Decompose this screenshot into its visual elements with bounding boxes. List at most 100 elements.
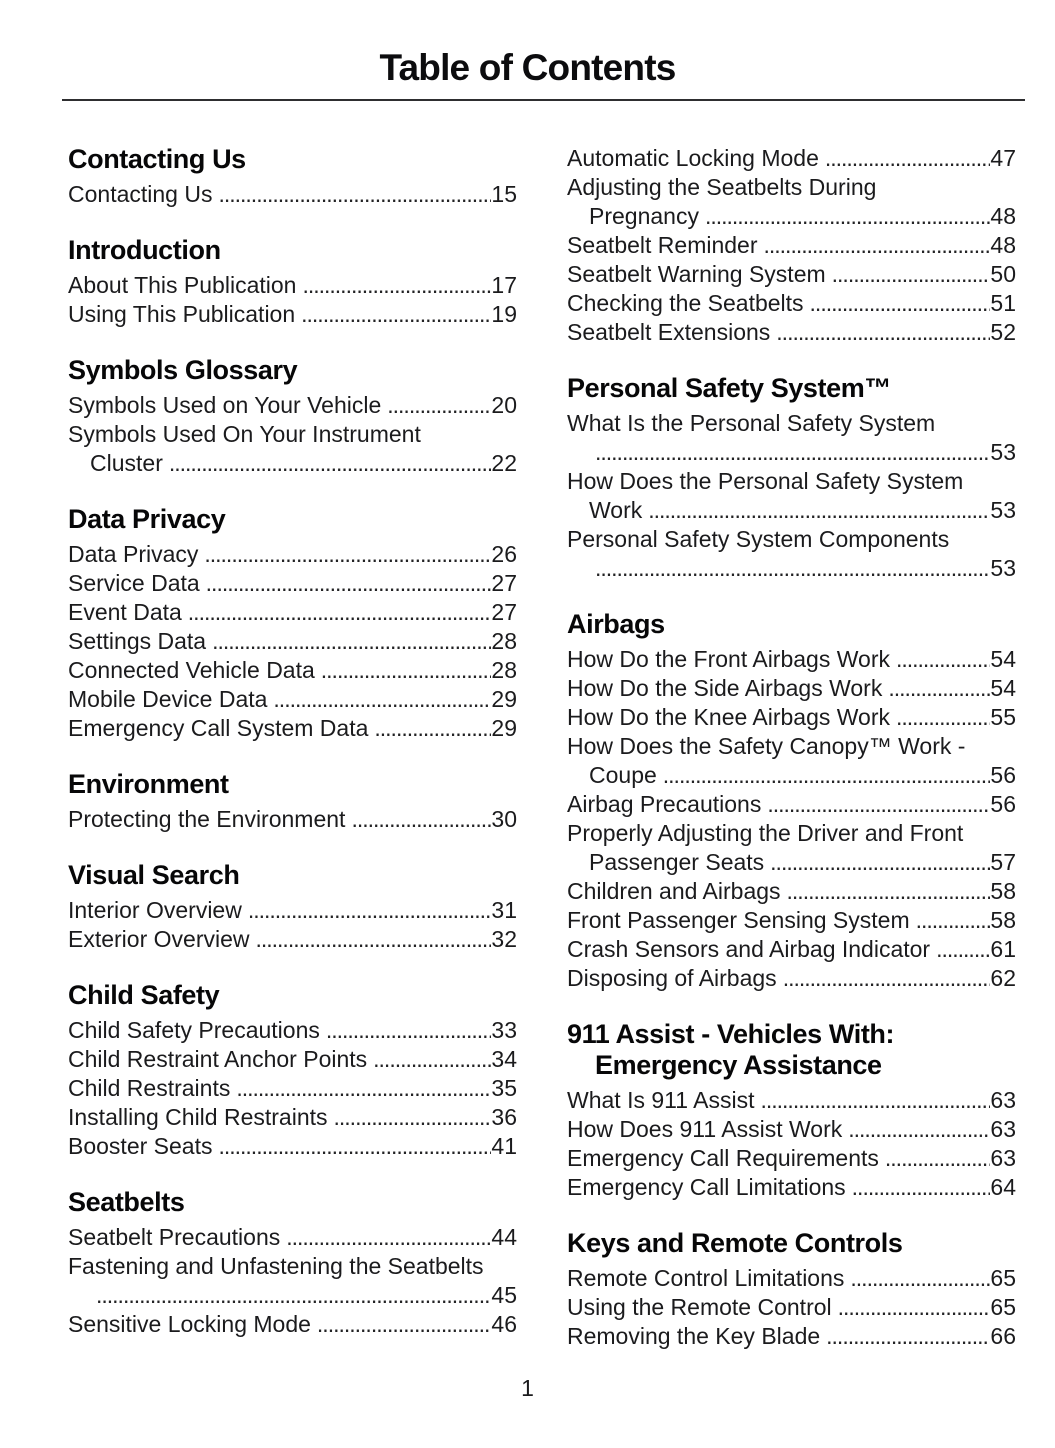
section-heading-line: Contacting Us: [68, 144, 246, 174]
entry-title: Child Restraints: [68, 1075, 231, 1101]
section-heading: Introduction: [68, 235, 517, 266]
dot-leader: ........................................…: [850, 1265, 991, 1291]
entry-page-number: 51: [990, 290, 1016, 316]
entry-page-number: 34: [491, 1046, 517, 1072]
toc-entry-line: Fastening and Unfastening the Seatbelts: [68, 1252, 517, 1281]
toc-section: Personal Safety System™ What Is the Perso…: [567, 373, 1016, 583]
dot-leader: ........................................…: [824, 145, 991, 171]
entry-title: Symbols Used on Your Vehicle: [68, 392, 382, 418]
entry-page-number: 63: [990, 1145, 1016, 1171]
dot-leader: ........................................…: [286, 1224, 492, 1250]
entry-page-number: 63: [990, 1116, 1016, 1142]
entry-title: Crash Sensors and Airbag Indicator: [567, 936, 931, 962]
entry-title: Data Privacy: [68, 541, 199, 567]
toc-entry-line: Child Safety Precautions................…: [68, 1016, 517, 1045]
entry-title: Disposing of Airbags: [567, 965, 777, 991]
toc-entry-line: Crash Sensors and Airbag Indicator......…: [567, 935, 1016, 964]
toc-entry-line: Adjusting the Seatbelts During: [567, 173, 1016, 202]
entry-page-number: 66: [990, 1323, 1016, 1349]
dot-leader: ........................................…: [218, 1133, 492, 1159]
toc-entry-line: Work....................................…: [567, 496, 1016, 525]
dot-leader: ........................................…: [851, 1174, 991, 1200]
toc-entry-line: Interior Overview.......................…: [68, 896, 517, 925]
entry-title: How Do the Front Airbags Work: [567, 646, 890, 672]
section-heading-line: Data Privacy: [68, 504, 226, 534]
section-heading: Child Safety: [68, 980, 517, 1011]
toc-section: Symbols Glossary Symbols Used on Your Veh…: [68, 355, 517, 478]
toc-entry-line: Mobile Device Data......................…: [68, 685, 517, 714]
toc-entry-line: Emergency Call Requirements.............…: [567, 1144, 1016, 1173]
entry-title: Fastening and Unfastening the Seatbelts: [68, 1253, 484, 1279]
entry-page-number: 53: [990, 497, 1016, 523]
section-heading-line: Introduction: [68, 235, 221, 265]
section-heading-line: 911 Assist - Vehicles With:: [567, 1019, 895, 1049]
toc-entry-line: How Do the Knee Airbags Work............…: [567, 703, 1016, 732]
entry-title: Passenger Seats: [589, 849, 765, 875]
toc-entry-line: Seatbelt Extensions.....................…: [567, 318, 1016, 347]
entry-title: Emergency Call System Data: [68, 715, 369, 741]
entry-title: Child Safety Precautions: [68, 1017, 320, 1043]
dot-leader: ........................................…: [662, 762, 991, 788]
dot-leader: ........................................…: [96, 1282, 491, 1308]
entry-title: How Does 911 Assist Work: [567, 1116, 843, 1142]
dot-leader: ........................................…: [320, 657, 492, 683]
dot-leader: ........................................…: [373, 1046, 492, 1072]
entry-page-number: 30: [491, 806, 517, 832]
section-heading-line: Airbags: [567, 609, 665, 639]
section-heading-line: Child Safety: [68, 980, 220, 1010]
entry-page-number: 26: [491, 541, 517, 567]
entry-title: Exterior Overview: [68, 926, 250, 952]
entry-page-number: 20: [491, 392, 517, 418]
entry-page-number: 57: [990, 849, 1016, 875]
dot-leader: ........................................…: [648, 497, 990, 523]
toc-section: Visual Search Interior Overview..........…: [68, 860, 517, 954]
entry-page-number: 53: [990, 555, 1016, 581]
entry-title: How Does the Personal Safety System: [567, 468, 964, 494]
dot-leader: ........................................…: [204, 541, 492, 567]
dot-leader: ........................................…: [247, 897, 492, 923]
dot-leader: ........................................…: [896, 704, 990, 730]
toc-body: Contacting Us Contacting Us..............…: [0, 144, 1055, 1351]
dot-leader: ........................................…: [760, 1087, 990, 1113]
entry-page-number: 22: [491, 450, 517, 476]
section-heading: Keys and Remote Controls: [567, 1228, 1016, 1259]
entry-page-number: 50: [990, 261, 1016, 287]
toc-section: Automatic Locking Mode..................…: [567, 144, 1016, 347]
toc-entry-line: Using This Publication..................…: [68, 300, 517, 329]
toc-entry-line: Service Data............................…: [68, 569, 517, 598]
toc-entry-line: Connected Vehicle Data..................…: [68, 656, 517, 685]
section-heading: Seatbelts: [68, 1187, 517, 1218]
section-heading-line: Seatbelts: [68, 1187, 185, 1217]
entry-title: How Do the Knee Airbags Work: [567, 704, 891, 730]
entry-title: Contacting Us: [68, 181, 213, 207]
entry-title: What Is the Personal Safety System: [567, 410, 936, 436]
dot-leader: ........................................…: [776, 319, 991, 345]
entry-page-number: 17: [491, 272, 517, 298]
dot-leader: ........................................…: [770, 849, 991, 875]
entry-page-number: 48: [990, 203, 1016, 229]
section-heading-line: Visual Search: [68, 860, 240, 890]
entry-page-number: 46: [491, 1311, 517, 1337]
toc-entry-line: Pregnancy...............................…: [567, 202, 1016, 231]
toc-section: Child Safety Child Safety Precautions....…: [68, 980, 517, 1161]
entry-page-number: 58: [990, 907, 1016, 933]
entry-page-number: 64: [990, 1174, 1016, 1200]
toc-section: Keys and Remote Controls Remote Control L…: [567, 1228, 1016, 1351]
dot-leader: ........................................…: [704, 203, 991, 229]
dot-leader: ........................................…: [809, 290, 991, 316]
entry-page-number: 45: [491, 1282, 517, 1308]
toc-entry-line: Airbag Precautions......................…: [567, 790, 1016, 819]
toc-section: 911 Assist - Vehicles With: Emergency Ass…: [567, 1019, 1016, 1202]
section-heading-line: Keys and Remote Controls: [567, 1228, 903, 1258]
entry-page-number: 32: [491, 926, 517, 952]
entry-page-number: 61: [990, 936, 1016, 962]
section-heading-line: Personal Safety System™: [567, 373, 891, 403]
entry-title: Sensitive Locking Mode: [68, 1311, 311, 1337]
entry-title: Coupe: [589, 762, 657, 788]
dot-leader: ........................................…: [325, 1017, 492, 1043]
toc-entry-line: Exterior Overview.......................…: [68, 925, 517, 954]
toc-entry-line: Symbols Used On Your Instrument: [68, 420, 517, 449]
entry-title: Using This Publication: [68, 301, 296, 327]
entry-title: Airbag Precautions: [567, 791, 762, 817]
entry-page-number: 65: [990, 1265, 1016, 1291]
